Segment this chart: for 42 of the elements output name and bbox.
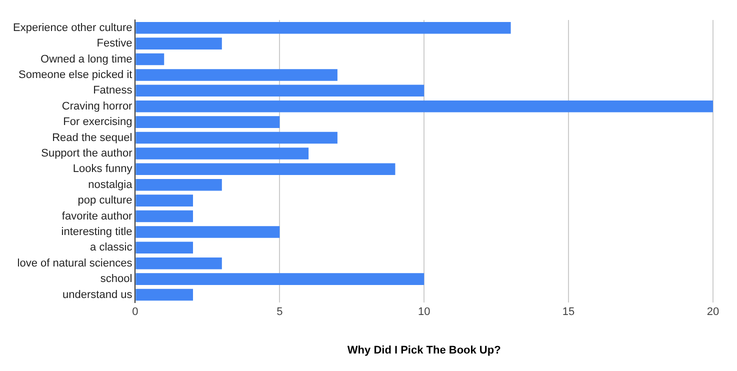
bar [136,100,713,112]
bar [136,210,194,222]
x-tick-label: 20 [706,306,720,318]
bar [136,53,164,66]
bar [136,273,424,285]
bar [136,194,194,206]
y-tick-label: Someone else picked it [18,68,132,81]
x-tick-label: 5 [276,306,283,318]
y-tick-label: Looks funny [72,163,133,176]
bar [136,69,338,81]
y-tick-label: Craving horror [62,100,133,112]
bar [136,163,396,176]
y-tick-label: nostalgia [88,178,134,191]
bar [136,116,280,128]
bar [136,242,194,254]
y-tick-label: Support the author [41,147,133,160]
y-tick-label: Experience other culture [13,22,132,34]
bar [136,178,222,191]
bar [136,22,511,34]
y-tick-label: Owned a long time [40,53,132,66]
bar [136,148,309,160]
y-tick-label: school [100,273,132,286]
y-tick-label: For exercising [63,116,132,128]
y-tick-label: a classic [90,242,133,254]
x-tick-label: 15 [562,306,575,318]
y-tick-label: Read the sequel [52,132,132,144]
bar [136,288,194,301]
bar [136,84,424,97]
bar [136,132,338,144]
x-tick-label: 0 [132,306,138,318]
y-tick-label: love of natural sciences [17,257,133,270]
y-tick-label: Fatness [93,84,133,97]
y-tick-label: understand us [62,288,133,301]
y-tick-label: interesting title [61,226,132,238]
y-tick-label: favorite author [62,210,133,222]
y-tick-label: Festive [96,38,132,50]
bar [136,226,280,238]
bar [136,38,222,50]
x-tick-label: 10 [418,306,430,318]
x-axis-title: Why Did I Pick The Book Up? [347,344,502,356]
bar [136,257,222,270]
y-tick-label: pop culture [78,194,132,207]
